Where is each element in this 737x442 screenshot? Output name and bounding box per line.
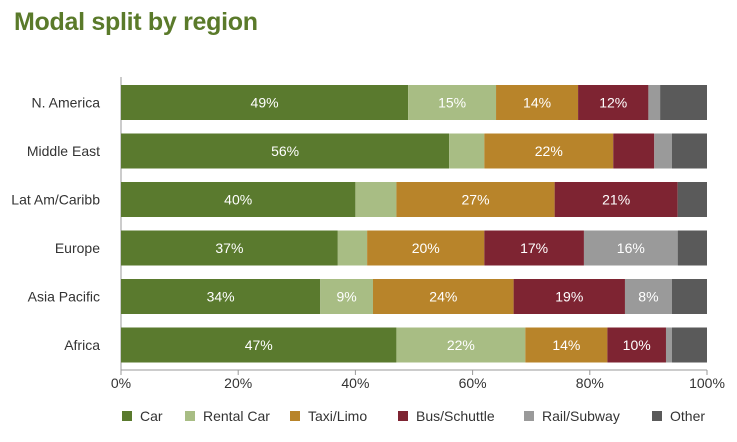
category-label: Lat Am/Caribb (11, 192, 100, 208)
bar-segment-rail-subway (648, 85, 661, 120)
bar-segment-rental-car (396, 327, 526, 363)
bar-segment-rail-subway (665, 327, 672, 363)
bar-segment-bus-schuttle (484, 230, 584, 266)
bar-segment-car (121, 133, 450, 169)
bar-segment-rail-subway (654, 133, 672, 169)
legend-swatch-bus-schuttle (398, 411, 408, 421)
bar-segment-rail-subway (624, 279, 672, 314)
legend-swatch-rental-car (185, 411, 195, 421)
category-label: N. America (32, 95, 101, 111)
bar-segment-car (121, 85, 409, 120)
data-label: 15% (438, 95, 466, 111)
bar-segment-other (677, 230, 707, 266)
data-label: 47% (245, 337, 273, 353)
x-tick-label: 40% (341, 375, 369, 391)
x-tick-label: 60% (459, 375, 487, 391)
bar-segment-other (677, 182, 707, 217)
bar-segment-taxi-limo (372, 279, 514, 314)
data-label: 9% (336, 289, 356, 305)
bar-segment-bus-schuttle (554, 182, 678, 217)
data-label: 8% (638, 289, 658, 305)
data-label: 22% (447, 337, 475, 353)
category-label: Middle East (27, 143, 100, 159)
x-tick-label: 0% (111, 375, 131, 391)
data-label: 12% (599, 95, 627, 111)
data-label: 21% (602, 192, 630, 208)
bar-segment-taxi-limo (525, 327, 608, 363)
data-label: 14% (523, 95, 551, 111)
bar-segment-rental-car (355, 182, 397, 217)
data-label: 27% (462, 192, 490, 208)
bar-segment-car (121, 279, 321, 314)
data-label: 20% (412, 240, 440, 256)
legend-label-rail-subway: Rail/Subway (542, 408, 620, 424)
data-label: 19% (555, 289, 583, 305)
bar-segment-other (671, 279, 707, 314)
bar-segment-other (671, 133, 707, 169)
data-label: 17% (520, 240, 548, 256)
data-label: 56% (271, 143, 299, 159)
bar-segment-bus-schuttle (513, 279, 625, 314)
legend-swatch-rail-subway (524, 411, 534, 421)
bar-segment-car (121, 230, 338, 266)
data-label: 49% (251, 95, 279, 111)
category-label: Europe (55, 240, 100, 256)
data-label: 16% (617, 240, 645, 256)
data-label: 40% (224, 192, 252, 208)
data-label: 22% (535, 143, 563, 159)
x-tick-label: 100% (689, 375, 725, 391)
x-tick-label: 20% (224, 375, 252, 391)
bar-segment-bus-schuttle (578, 85, 649, 120)
category-label: Asia Pacific (28, 289, 100, 305)
bar-segment-bus-schuttle (607, 327, 666, 363)
legend-label-car: Car (140, 408, 163, 424)
legend-swatch-other (652, 411, 662, 421)
data-label: 24% (429, 289, 457, 305)
bar-segment-car (121, 182, 356, 217)
legend-label-rental-car: Rental Car (203, 408, 270, 424)
bar-segment-rail-subway (583, 230, 678, 266)
bar-segment-taxi-limo (484, 133, 614, 169)
bar-segment-other (660, 85, 707, 120)
bar-segment-taxi-limo (367, 230, 485, 266)
bar-segment-car (121, 327, 397, 363)
bar-segment-rental-car (449, 133, 485, 169)
bar-segment-rental-car (320, 279, 373, 314)
bar-segment-rental-car (408, 85, 497, 120)
category-label: Africa (64, 337, 100, 353)
bar-segment-rental-car (337, 230, 368, 266)
legend-label-bus-schuttle: Bus/Schuttle (416, 408, 495, 424)
bar-segment-taxi-limo (396, 182, 555, 217)
data-label: 10% (623, 337, 651, 353)
bar-segment-other (671, 327, 707, 363)
legend-swatch-car (122, 411, 132, 421)
bar-segment-taxi-limo (496, 85, 579, 120)
chart-title: Modal split by region (14, 8, 258, 36)
legend-swatch-taxi-limo (290, 411, 300, 421)
x-tick-label: 80% (576, 375, 604, 391)
data-label: 37% (215, 240, 243, 256)
legend-label-taxi-limo: Taxi/Limo (308, 408, 367, 424)
bar-segment-bus-schuttle (613, 133, 655, 169)
data-label: 14% (552, 337, 580, 353)
data-label: 34% (207, 289, 235, 305)
legend-label-other: Other (670, 408, 705, 424)
